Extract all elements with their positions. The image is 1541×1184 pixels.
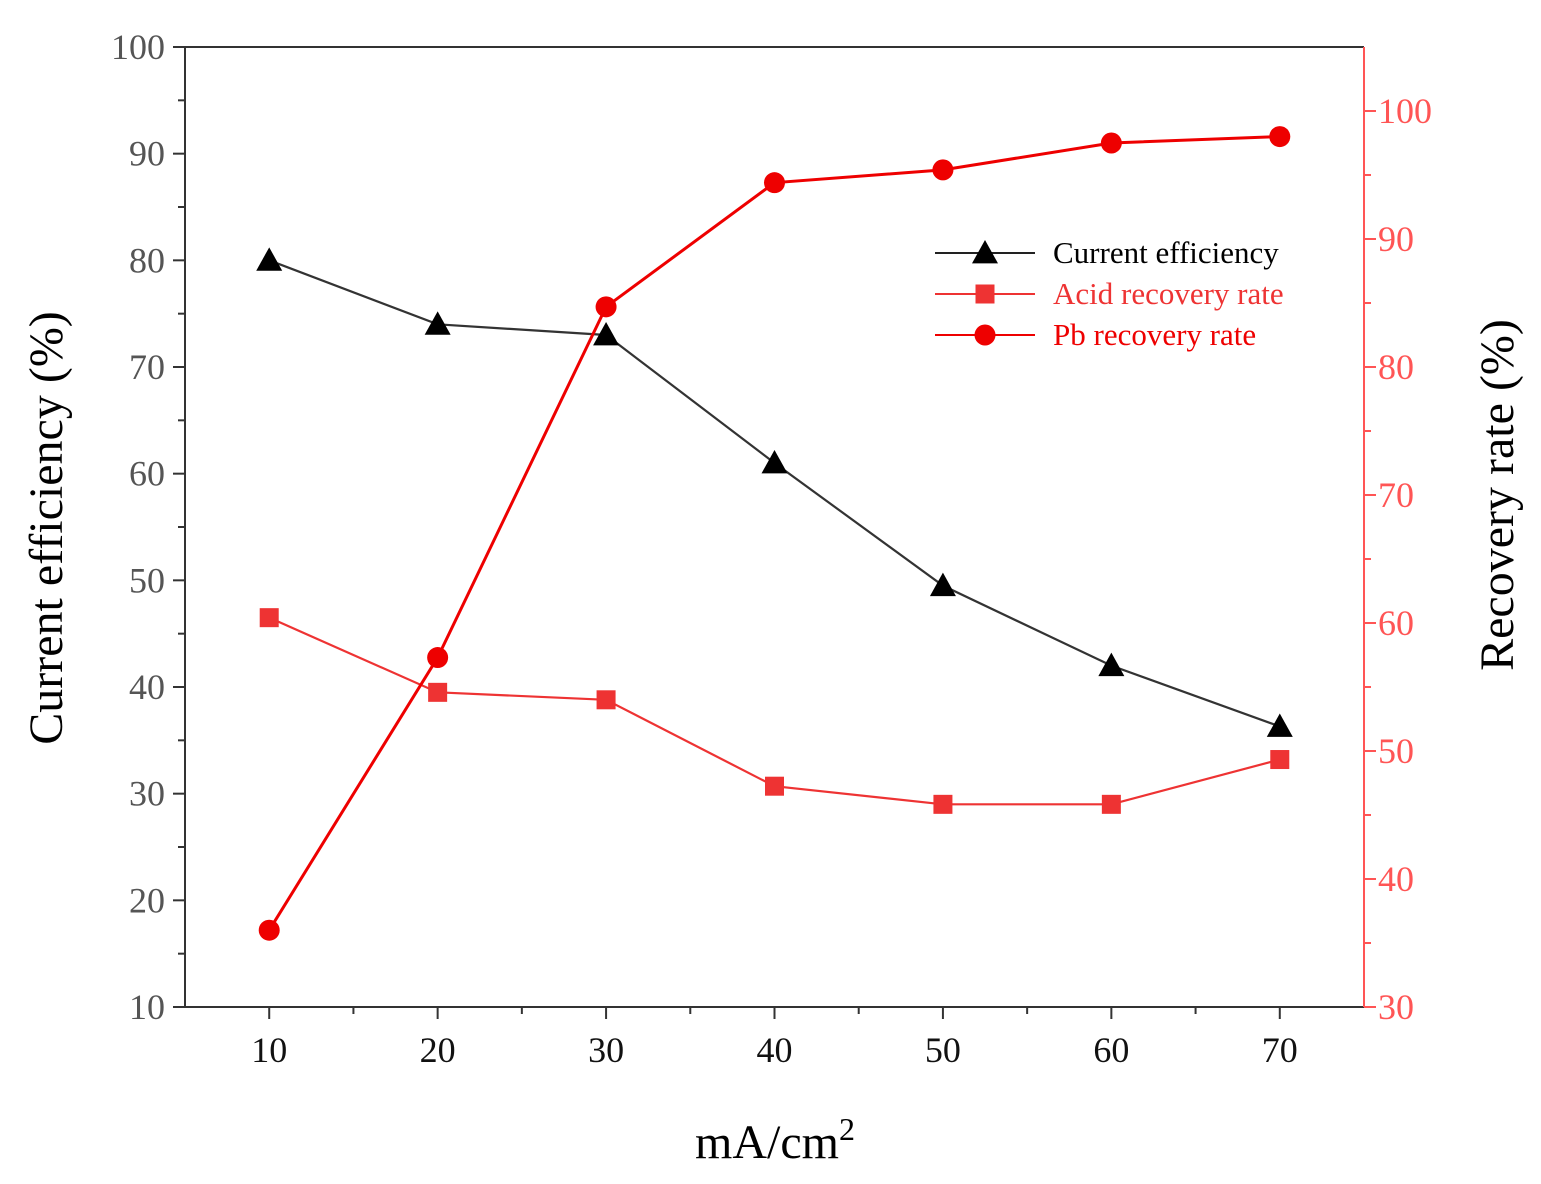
axes-layer: 10 20 30 40 50 60 70 80 90 100 30 40 50 60 70 80 90 100 10…	[111, 27, 1432, 1070]
left-y-tick-label: 60	[129, 454, 165, 494]
pb-recovery-rate-point	[258, 919, 280, 941]
right-y-tick-label: 60	[1378, 603, 1414, 643]
right-y-tick-label: 30	[1378, 987, 1414, 1027]
left-y-axis-title: Current efficiency (%)	[20, 311, 73, 745]
left-y-tick-label: 90	[129, 134, 165, 174]
acid-recovery-rate-point	[765, 776, 784, 796]
series-layer	[256, 126, 1293, 941]
legend-pb-recovery-rate-marker	[974, 324, 996, 346]
legend-pb-recovery-rate-label: Pb recovery rate	[1053, 317, 1256, 352]
acid-recovery-rate-point	[596, 690, 616, 710]
acid-recovery-rate-point	[1270, 750, 1290, 770]
right-y-tick-label: 40	[1378, 859, 1414, 899]
left-y-tick-label: 30	[129, 774, 165, 814]
legend-acid-recovery-rate-label: Acid recovery rate	[1053, 276, 1284, 311]
acid-recovery-rate-point	[259, 608, 279, 628]
legend-current-efficiency-marker	[972, 240, 998, 264]
x-axis-title-superscript: 2	[839, 1111, 855, 1147]
current-efficiency-point	[256, 247, 283, 271]
acid-recovery-rate-point	[933, 794, 953, 814]
right-y-tick-label: 70	[1378, 475, 1414, 515]
right-y-tick-label: 80	[1378, 347, 1414, 387]
acid-recovery-rate-point	[1101, 794, 1121, 814]
x-tick-label: 20	[420, 1030, 456, 1070]
current-efficiency-point	[1098, 652, 1125, 677]
legend-acid-recovery-rate-marker	[975, 284, 995, 304]
right-y-axis-title: Recovery rate (%)	[1471, 319, 1524, 671]
acid-recovery-rate-point	[428, 682, 448, 702]
right-y-tick-label: 50	[1378, 731, 1414, 771]
current-efficiency-point	[929, 572, 956, 597]
left-y-tick-label: 20	[129, 880, 165, 920]
pb-recovery-rate-point	[595, 296, 617, 318]
current-efficiency-point	[593, 322, 620, 346]
x-tick-label: 10	[251, 1030, 287, 1070]
left-y-tick-label: 40	[129, 667, 165, 707]
left-y-tick-label: 70	[129, 347, 165, 387]
left-y-tick-label: 100	[111, 27, 165, 67]
x-tick-label: 60	[1093, 1030, 1129, 1070]
current-efficiency-point	[1266, 713, 1293, 737]
pb-recovery-rate-point	[1269, 126, 1291, 148]
x-tick-label: 50	[925, 1030, 961, 1070]
legend-current-efficiency-label: Current efficiency	[1053, 235, 1279, 270]
left-y-tick-label: 80	[129, 240, 165, 280]
right-y-tick-label: 100	[1378, 91, 1432, 131]
pb-recovery-rate-point	[427, 647, 449, 669]
current-efficiency-point	[424, 311, 451, 335]
pb-recovery-rate-point	[1100, 132, 1122, 154]
legend: Current efficiency Acid recovery rate Pb r…	[935, 235, 1284, 352]
x-axis-title-text: mA/cm	[695, 1116, 839, 1169]
x-axis-title: mA/cm2	[695, 1111, 855, 1169]
x-tick-label: 40	[757, 1030, 793, 1070]
x-tick-label: 70	[1262, 1030, 1298, 1070]
x-tick-label: 30	[588, 1030, 624, 1070]
right-y-tick-label: 90	[1378, 219, 1414, 259]
current-efficiency-point	[761, 450, 788, 474]
acid-recovery-rate-line	[268, 616, 1281, 806]
pb-recovery-rate-point	[932, 159, 954, 181]
pb-recovery-rate-point	[764, 172, 785, 194]
left-y-tick-label: 50	[129, 560, 165, 600]
left-y-tick-label: 10	[129, 987, 165, 1027]
